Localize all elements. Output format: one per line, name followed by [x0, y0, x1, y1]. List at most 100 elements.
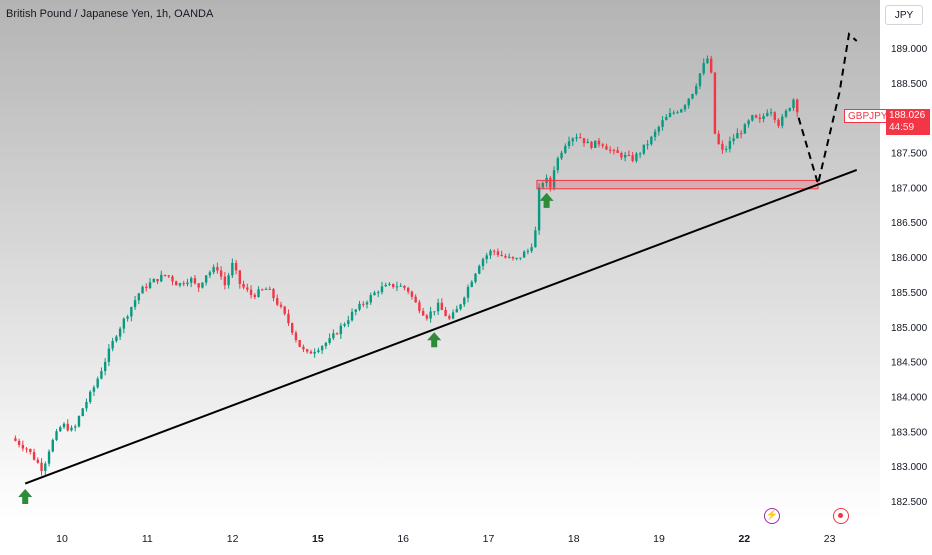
lightning-event-icon[interactable]: ⚡	[764, 508, 780, 524]
candle-body	[204, 275, 208, 283]
time-tick-label: 18	[568, 533, 580, 545]
candle-body	[691, 93, 694, 99]
candle-body	[698, 73, 702, 87]
candle-body	[552, 170, 556, 188]
candle-body	[294, 332, 298, 341]
candle-body	[320, 346, 324, 351]
price-tick-label: 185.000	[891, 323, 928, 334]
candle-body	[567, 141, 571, 146]
candle-body	[257, 289, 260, 297]
time-tick-label: 11	[142, 533, 153, 545]
price-tick-label: 183.500	[891, 427, 928, 438]
candle-body	[287, 313, 290, 324]
candle-body	[264, 288, 268, 290]
candle-body	[25, 448, 28, 450]
candle-body	[769, 112, 773, 114]
candle-body	[328, 338, 331, 343]
candle-body	[713, 72, 717, 134]
time-axis-background	[0, 520, 880, 550]
up-arrow-icon	[18, 489, 33, 505]
time-axis[interactable]: 10 11 12 15 16 17 18 19 22 23	[56, 533, 835, 545]
economic-event-icon[interactable]	[833, 508, 849, 524]
candle-body	[709, 58, 713, 73]
candle-body	[590, 141, 593, 148]
candle-body	[193, 278, 197, 284]
price-tick-label: 187.000	[891, 183, 928, 194]
candle-body	[70, 427, 73, 431]
price-tick-label: 187.500	[891, 149, 928, 160]
candle-body	[276, 298, 279, 305]
candle-body	[500, 255, 503, 257]
candle-body	[59, 427, 62, 432]
candle-body	[631, 155, 634, 161]
candle-body	[440, 302, 444, 310]
candle-body	[459, 304, 462, 310]
candle-body	[773, 112, 776, 120]
candle-body	[560, 152, 563, 159]
candle-body	[365, 302, 369, 305]
candle-body	[246, 287, 249, 290]
candle-body	[724, 148, 728, 150]
candle-body	[384, 284, 387, 287]
candle-body	[88, 391, 92, 402]
candle-body	[107, 348, 111, 362]
candle-body	[17, 440, 21, 445]
support-zone[interactable]	[536, 179, 819, 190]
candles	[14, 55, 799, 476]
candle-body	[653, 131, 657, 137]
candle-body	[279, 304, 283, 307]
candle-body	[444, 309, 447, 317]
time-tick-label: 23	[824, 533, 836, 545]
candle-body	[242, 283, 245, 288]
candle-body	[665, 116, 668, 121]
candle-body	[21, 444, 25, 449]
candle-body	[522, 251, 526, 258]
candle-body	[324, 342, 328, 347]
candle-body	[474, 273, 477, 282]
candle-body	[171, 276, 174, 282]
candle-body	[515, 257, 518, 259]
price-axis[interactable]: 189.000188.500188.000187.500187.000186.5…	[891, 44, 928, 508]
candle-body	[777, 119, 780, 126]
candle-body	[148, 282, 152, 289]
candle-body	[283, 306, 286, 314]
trendline[interactable]	[24, 169, 858, 485]
time-tick-label: 10	[56, 533, 68, 545]
currency-button[interactable]: JPY	[885, 5, 923, 25]
candle-body	[175, 281, 178, 286]
candle-body	[216, 267, 219, 271]
candle-body	[657, 126, 661, 132]
candle-body	[754, 115, 758, 118]
candle-body	[29, 448, 32, 453]
candle-body	[358, 303, 361, 310]
candle-body	[608, 149, 612, 151]
candle-body	[642, 144, 646, 154]
projection-path[interactable]	[797, 32, 858, 188]
candle-body	[369, 295, 372, 303]
price-tick-label: 186.000	[891, 253, 928, 264]
candle-body	[571, 138, 574, 142]
candle-body	[111, 340, 114, 349]
plot-background	[0, 0, 880, 520]
candle-body	[377, 292, 380, 294]
candle-body	[728, 141, 732, 149]
candle-body	[579, 137, 582, 139]
candle-body	[47, 451, 51, 464]
candle-body	[305, 349, 309, 352]
time-tick-label: 16	[397, 533, 409, 545]
candle-body	[160, 274, 163, 282]
candle-body	[541, 182, 545, 188]
candle-body	[62, 423, 66, 428]
up-arrows[interactable]	[18, 192, 554, 505]
candle-body	[534, 230, 537, 248]
price-tick-label: 185.500	[891, 288, 928, 299]
candle-body	[421, 311, 425, 316]
candle-body	[40, 462, 43, 471]
candle-body	[118, 328, 122, 337]
candle-body	[616, 150, 619, 154]
candle-body	[126, 316, 129, 319]
candle-body	[167, 275, 170, 277]
candle-body	[597, 140, 601, 145]
